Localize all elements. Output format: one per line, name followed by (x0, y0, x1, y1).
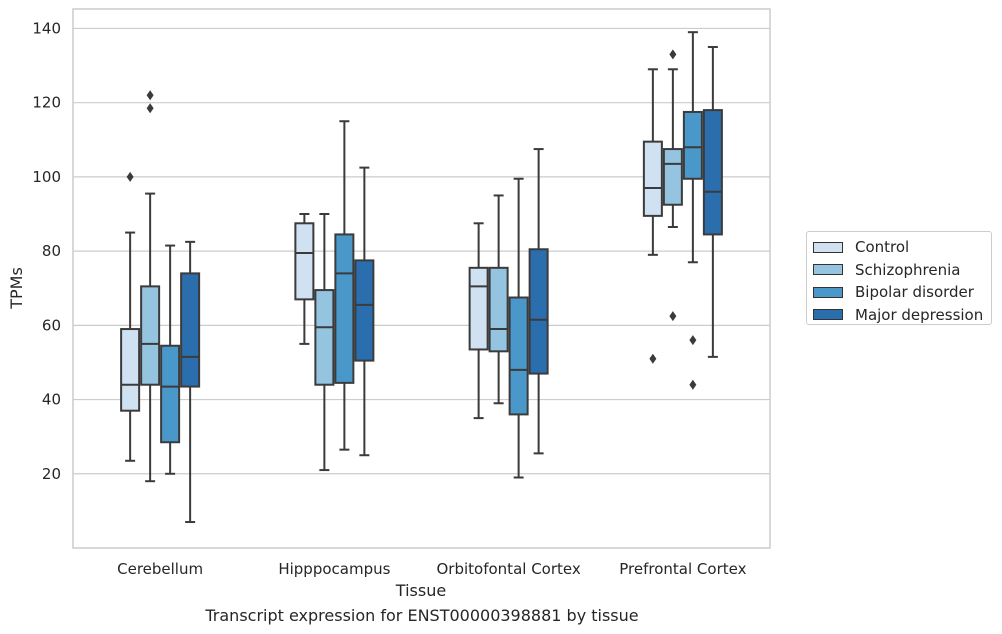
x-axis-label: Tissue (395, 581, 446, 600)
box-body (528, 248, 549, 375)
legend-label-bipolar-disorder: Bipolar disorder (855, 283, 974, 302)
outlier-point (689, 335, 697, 346)
box-major-depression (354, 166, 375, 457)
y-tick-label: 20 (42, 465, 61, 483)
box-body (662, 148, 683, 206)
box-body (294, 222, 315, 301)
box-body (334, 233, 355, 384)
legend-label-schizophrenia: Schizophrenia (855, 260, 961, 279)
legend-label-major-depression: Major depression (855, 305, 984, 324)
outlier-point (689, 379, 697, 390)
y-tick-label: 80 (42, 242, 61, 260)
box-schizophrenia (662, 49, 683, 322)
box-body (702, 109, 723, 236)
box-control (642, 68, 663, 364)
legend-swatch-control (813, 241, 843, 253)
legend-label-control: Control (855, 238, 910, 257)
box-body (140, 285, 161, 386)
x-tick-label: Cerebellum (117, 560, 203, 578)
box-control (294, 213, 315, 345)
box-body (488, 266, 509, 353)
y-tick-label: 40 (42, 391, 61, 409)
box-major-depression (180, 240, 201, 524)
chart-caption: Transcript expression for ENST0000039888… (205, 606, 639, 625)
legend-item-schizophrenia: Schizophrenia (813, 259, 991, 282)
x-tick-label: Hipppocampus (278, 560, 390, 578)
box-body (180, 272, 201, 388)
box-body (120, 328, 141, 412)
legend-item-bipolar-disorder: Bipolar disorder (813, 281, 991, 304)
legend-swatch-major-depression (813, 309, 843, 321)
box-body (682, 110, 703, 180)
outlier-point (126, 171, 134, 182)
x-tick-labels: Cerebellum Hipppocampus Orbitofontal Corte… (117, 560, 746, 578)
box-schizophrenia (314, 213, 335, 472)
box-body (314, 289, 335, 386)
y-tick-label: 100 (32, 168, 61, 186)
box-bipolar-disorder (160, 244, 181, 475)
plot-frame (72, 8, 771, 549)
outlier-point (146, 90, 154, 101)
box-schizophrenia (140, 90, 161, 483)
legend-swatch-bipolar-disorder (813, 286, 843, 298)
box-layer (120, 31, 723, 524)
outlier-point (669, 49, 677, 60)
y-tick-labels: 20 40 60 80 100 120 140 (32, 19, 61, 482)
box-bipolar-disorder (508, 177, 529, 479)
outlier-point (146, 103, 154, 114)
y-tick-label: 140 (32, 19, 61, 37)
legend-item-major-depression: Major depression (813, 304, 991, 327)
x-tick-label: Orbitofontal Cortex (437, 560, 581, 578)
box-body (468, 266, 489, 351)
box-body (642, 140, 663, 217)
box-major-depression (528, 148, 549, 455)
box-bipolar-disorder (334, 120, 355, 451)
box-body (508, 296, 529, 416)
x-tick-label: Prefrontal Cortex (619, 560, 746, 578)
legend: Control Schizophrenia Bipolar disorder M… (806, 231, 992, 325)
legend-swatch-schizophrenia (813, 264, 843, 276)
y-tick-label: 120 (32, 94, 61, 112)
y-axis-label: TPMs (7, 267, 26, 310)
box-control (120, 171, 141, 462)
box-major-depression (702, 46, 723, 358)
outlier-point (669, 311, 677, 322)
outlier-point (649, 353, 657, 364)
box-control (468, 222, 489, 420)
y-tick-label: 60 (42, 316, 61, 334)
box-bipolar-disorder (682, 31, 703, 390)
legend-item-control: Control (813, 236, 991, 259)
box-body (160, 344, 181, 444)
box-schizophrenia (488, 194, 509, 405)
box-body (354, 259, 375, 362)
